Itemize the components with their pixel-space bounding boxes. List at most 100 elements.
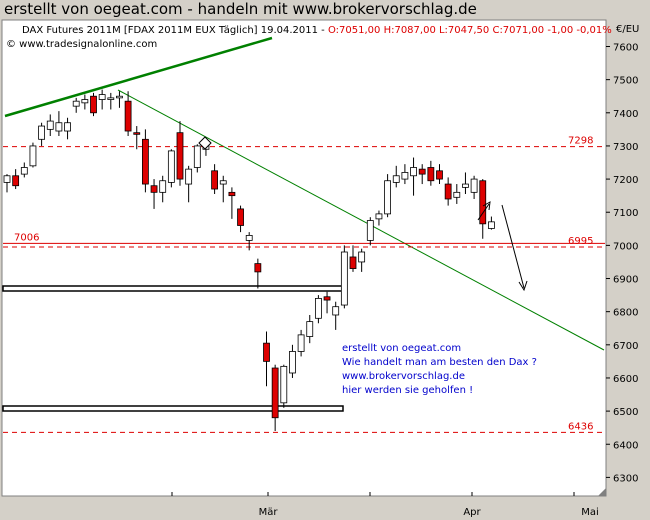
candle-body-up bbox=[55, 122, 63, 132]
candle-body-down bbox=[211, 170, 219, 190]
candle-body-up bbox=[98, 94, 106, 100]
candle bbox=[150, 179, 158, 209]
candle-body-up bbox=[401, 172, 409, 180]
candle-body-down bbox=[124, 100, 132, 132]
candle-body-up bbox=[332, 306, 340, 316]
candle bbox=[167, 149, 175, 188]
candle-body-up bbox=[193, 145, 201, 168]
candle-body-down bbox=[418, 168, 426, 175]
candle-body-up bbox=[289, 351, 296, 374]
candle bbox=[436, 164, 443, 185]
candle-body-up bbox=[306, 321, 314, 337]
candle-body-down bbox=[133, 132, 141, 135]
y-tick-label: 6300 bbox=[613, 473, 638, 484]
candle bbox=[81, 94, 89, 110]
candle bbox=[375, 210, 383, 226]
candle bbox=[392, 165, 400, 188]
candle-body-up bbox=[453, 191, 461, 198]
candle bbox=[366, 217, 374, 246]
y-tick-label: 7600 bbox=[613, 43, 638, 54]
candle bbox=[401, 164, 409, 185]
y-tick-label: 7300 bbox=[613, 142, 638, 153]
candle bbox=[297, 329, 305, 357]
candle-body-up bbox=[20, 167, 28, 175]
candle-body-up bbox=[72, 100, 80, 107]
candle bbox=[98, 89, 106, 110]
candle bbox=[263, 331, 270, 387]
candle-body-down bbox=[323, 296, 331, 301]
candle-body-up bbox=[64, 122, 71, 132]
candle bbox=[124, 91, 132, 136]
annotation-line: Wie handelt man am besten den Dax ? bbox=[342, 357, 537, 368]
candle-body-up bbox=[384, 180, 392, 215]
candle bbox=[64, 117, 71, 140]
upper-trend-line bbox=[4, 36, 273, 118]
candle-body-up bbox=[314, 298, 322, 319]
level-label: 6995 bbox=[568, 236, 593, 247]
candle bbox=[349, 245, 357, 272]
candle-body-up bbox=[487, 221, 495, 229]
candle-body-up bbox=[107, 97, 115, 100]
annotation-line: erstellt von oegeat.com bbox=[342, 343, 461, 354]
candle bbox=[20, 162, 28, 178]
candle-body-up bbox=[38, 125, 45, 140]
candle-body-up bbox=[185, 168, 193, 185]
candle-body-up bbox=[358, 251, 366, 263]
y-axis-unit: €/EU bbox=[616, 24, 639, 35]
candle-body-down bbox=[150, 185, 158, 193]
candle bbox=[219, 175, 227, 203]
candle-body-up bbox=[81, 99, 89, 104]
candle bbox=[116, 91, 123, 108]
candle bbox=[107, 92, 115, 110]
candle bbox=[462, 172, 469, 195]
candle bbox=[384, 174, 392, 218]
candle bbox=[323, 291, 331, 314]
candle-body-up bbox=[3, 175, 11, 183]
x-tick-label: Mär bbox=[259, 507, 279, 518]
source-text: © www.tradesignalonline.com bbox=[6, 39, 157, 50]
candle-body-down bbox=[254, 263, 262, 273]
y-tick-label: 7400 bbox=[613, 109, 638, 120]
candle bbox=[29, 142, 37, 168]
candle-body-up bbox=[219, 180, 227, 185]
candle bbox=[410, 157, 417, 196]
candle bbox=[38, 122, 45, 146]
candle-body-up bbox=[280, 365, 288, 404]
candle bbox=[176, 121, 184, 186]
candle bbox=[90, 92, 97, 117]
candle-body-down bbox=[90, 95, 97, 114]
candle-body-down bbox=[12, 175, 20, 187]
candle bbox=[444, 177, 452, 206]
y-tick-label: 6900 bbox=[613, 275, 638, 286]
y-tick-label: 6500 bbox=[613, 407, 638, 418]
candle-body-down bbox=[436, 170, 443, 180]
candles bbox=[3, 89, 495, 431]
y-tick-label: 7500 bbox=[613, 76, 638, 87]
candle bbox=[280, 364, 288, 408]
candle-body-up bbox=[366, 220, 374, 241]
candle bbox=[133, 126, 141, 150]
annotation-text-block: erstellt von oegeat.com Wie handelt man a… bbox=[342, 343, 537, 396]
level-label: 7298 bbox=[568, 136, 593, 147]
candle bbox=[159, 175, 167, 203]
candle-body-down bbox=[271, 367, 279, 419]
candle bbox=[237, 205, 244, 233]
y-tick-label: 7200 bbox=[613, 175, 638, 186]
support-resistance-levels: 7298 7006 6995 6436 bbox=[3, 136, 605, 433]
resize-grip-icon bbox=[598, 488, 606, 496]
candle-body-down bbox=[263, 342, 270, 362]
y-tick-label: 7100 bbox=[613, 208, 638, 219]
lower-trend-line bbox=[117, 89, 605, 351]
candle bbox=[254, 258, 262, 289]
candle-body-up bbox=[375, 213, 383, 220]
diamond-marker-icon bbox=[198, 136, 212, 150]
candle bbox=[487, 216, 495, 230]
candle bbox=[340, 245, 348, 309]
candle bbox=[141, 129, 149, 193]
chart-title: erstellt von oegeat.com - handeln mit ww… bbox=[4, 0, 477, 18]
y-tick-label: 7000 bbox=[613, 241, 638, 252]
candle bbox=[185, 165, 193, 203]
candle bbox=[12, 169, 20, 190]
candle bbox=[470, 175, 478, 199]
candle-body-down bbox=[141, 138, 149, 185]
